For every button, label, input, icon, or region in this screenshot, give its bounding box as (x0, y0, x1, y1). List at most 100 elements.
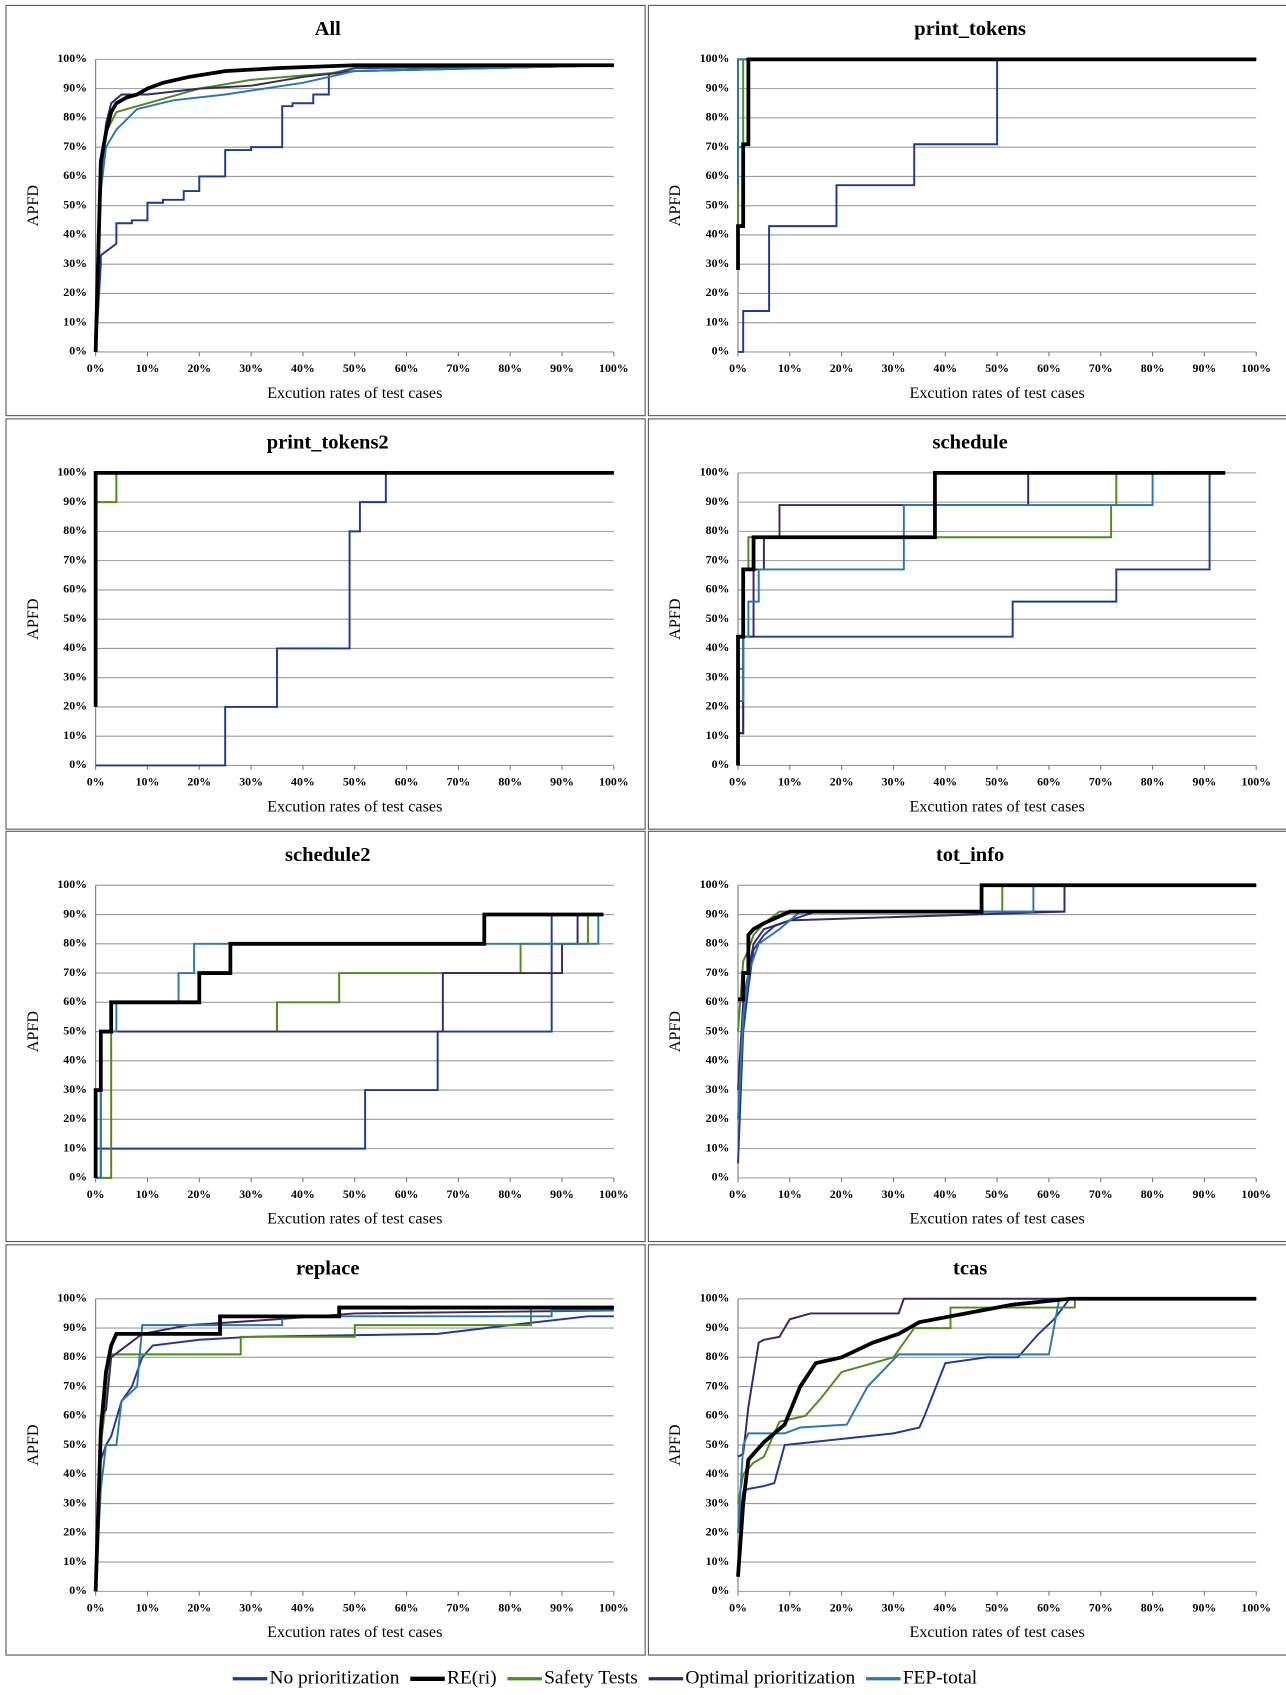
y-tick-label: 10% (706, 1554, 730, 1568)
y-tick-label: 80% (63, 523, 87, 537)
y-tick-label: 70% (706, 1378, 730, 1392)
y-tick-label: 20% (706, 699, 730, 713)
y-tick-label: 80% (706, 1349, 730, 1363)
series-line (736, 57, 1257, 271)
y-tick-label: 90% (63, 80, 87, 94)
x-tick-label: 100% (599, 361, 629, 375)
x-tick-label: 10% (778, 361, 802, 375)
y-tick-label: 80% (706, 110, 730, 124)
series-line (736, 470, 1226, 766)
x-tick-label: 10% (136, 361, 160, 375)
y-tick-label: 50% (706, 1023, 730, 1037)
x-tick-label: 20% (830, 774, 854, 788)
y-axis-label: APFD (666, 598, 684, 640)
y-tick-label: 90% (63, 494, 87, 508)
y-tick-label: 60% (63, 994, 87, 1008)
panel-border (647, 1244, 1286, 1656)
series-line (94, 471, 614, 503)
x-tick-label: 30% (239, 1187, 263, 1201)
chart-title: print_tokens2 (267, 431, 389, 453)
y-tick-label: 30% (706, 1082, 730, 1096)
x-tick-label: 60% (1037, 361, 1061, 375)
x-tick-label: 30% (882, 1187, 906, 1201)
x-tick-label: 90% (550, 774, 574, 788)
y-tick-label: 30% (706, 1495, 730, 1509)
y-tick-label: 30% (63, 256, 87, 270)
x-tick-label: 90% (550, 1187, 574, 1201)
x-tick-label: 30% (239, 1600, 263, 1614)
series-line (93, 63, 614, 353)
y-tick-label: 0% (712, 757, 730, 771)
series-line (737, 884, 1257, 1091)
y-tick-label: 40% (706, 227, 730, 241)
x-tick-label: 10% (136, 774, 160, 788)
series-line (737, 1297, 1257, 1504)
x-tick-label: 80% (498, 774, 522, 788)
y-tick-label: 100% (700, 1290, 730, 1304)
x-axis-label: Excution rates of test cases (909, 797, 1084, 815)
y-tick-label: 60% (706, 994, 730, 1008)
series-line (94, 64, 614, 353)
y-tick-label: 50% (706, 1437, 730, 1451)
y-tick-label: 10% (706, 314, 730, 328)
series-line (94, 64, 614, 352)
x-tick-label: 20% (187, 1187, 211, 1201)
y-axis-label: APFD (24, 598, 42, 640)
y-tick-label: 100% (700, 465, 730, 479)
y-tick-label: 0% (69, 1583, 87, 1597)
legend-label: No prioritization (269, 1667, 399, 1688)
y-axis-label: APFD (24, 1424, 42, 1466)
x-tick-label: 40% (933, 774, 957, 788)
series-line (737, 884, 1257, 1032)
x-tick-label: 40% (291, 774, 315, 788)
x-tick-label: 100% (1241, 1187, 1271, 1201)
x-tick-label: 60% (1037, 774, 1061, 788)
x-tick-label: 100% (599, 1600, 629, 1614)
x-tick-label: 70% (447, 361, 471, 375)
y-tick-label: 20% (63, 699, 87, 713)
x-tick-label: 90% (1193, 1187, 1217, 1201)
y-tick-label: 20% (63, 1111, 87, 1125)
x-tick-label: 0% (729, 361, 747, 375)
x-tick-label: 70% (1089, 774, 1113, 788)
y-tick-label: 90% (63, 906, 87, 920)
panel-border (647, 418, 1286, 830)
y-tick-label: 100% (57, 1290, 87, 1304)
panel-border (647, 4, 1286, 417)
x-tick-label: 60% (395, 1187, 419, 1201)
x-tick-label: 60% (395, 361, 419, 375)
y-tick-label: 20% (706, 1525, 730, 1539)
x-tick-label: 20% (187, 774, 211, 788)
panel-border (5, 830, 646, 1243)
y-tick-label: 90% (706, 494, 730, 508)
x-tick-label: 0% (729, 774, 747, 788)
chart-title: tot_info (936, 844, 1004, 866)
x-tick-label: 50% (985, 1187, 1009, 1201)
x-tick-label: 90% (550, 1600, 574, 1614)
x-tick-label: 40% (291, 1187, 315, 1201)
x-tick-label: 30% (239, 361, 263, 375)
series-line (738, 883, 1257, 1002)
x-tick-label: 0% (87, 1187, 105, 1201)
series-line (737, 884, 1257, 1120)
y-tick-label: 30% (706, 256, 730, 270)
series-line (95, 913, 604, 1179)
x-tick-label: 50% (343, 1187, 367, 1201)
series-line (95, 913, 604, 1179)
x-tick-label: 40% (291, 361, 315, 375)
y-tick-label: 30% (63, 1495, 87, 1509)
x-tick-label: 10% (136, 1187, 160, 1201)
x-tick-label: 70% (447, 1600, 471, 1614)
series-line (94, 1309, 614, 1592)
y-tick-label: 60% (706, 1408, 730, 1422)
y-tick-label: 50% (63, 1023, 87, 1037)
x-tick-label: 30% (882, 1600, 906, 1614)
series-line (93, 470, 614, 707)
y-tick-label: 100% (57, 465, 87, 479)
y-tick-label: 0% (69, 344, 87, 358)
x-tick-label: 100% (1241, 1600, 1271, 1614)
x-tick-label: 50% (343, 1600, 367, 1614)
y-tick-label: 100% (57, 877, 87, 891)
y-tick-label: 0% (712, 1583, 730, 1597)
y-tick-label: 40% (63, 1053, 87, 1067)
